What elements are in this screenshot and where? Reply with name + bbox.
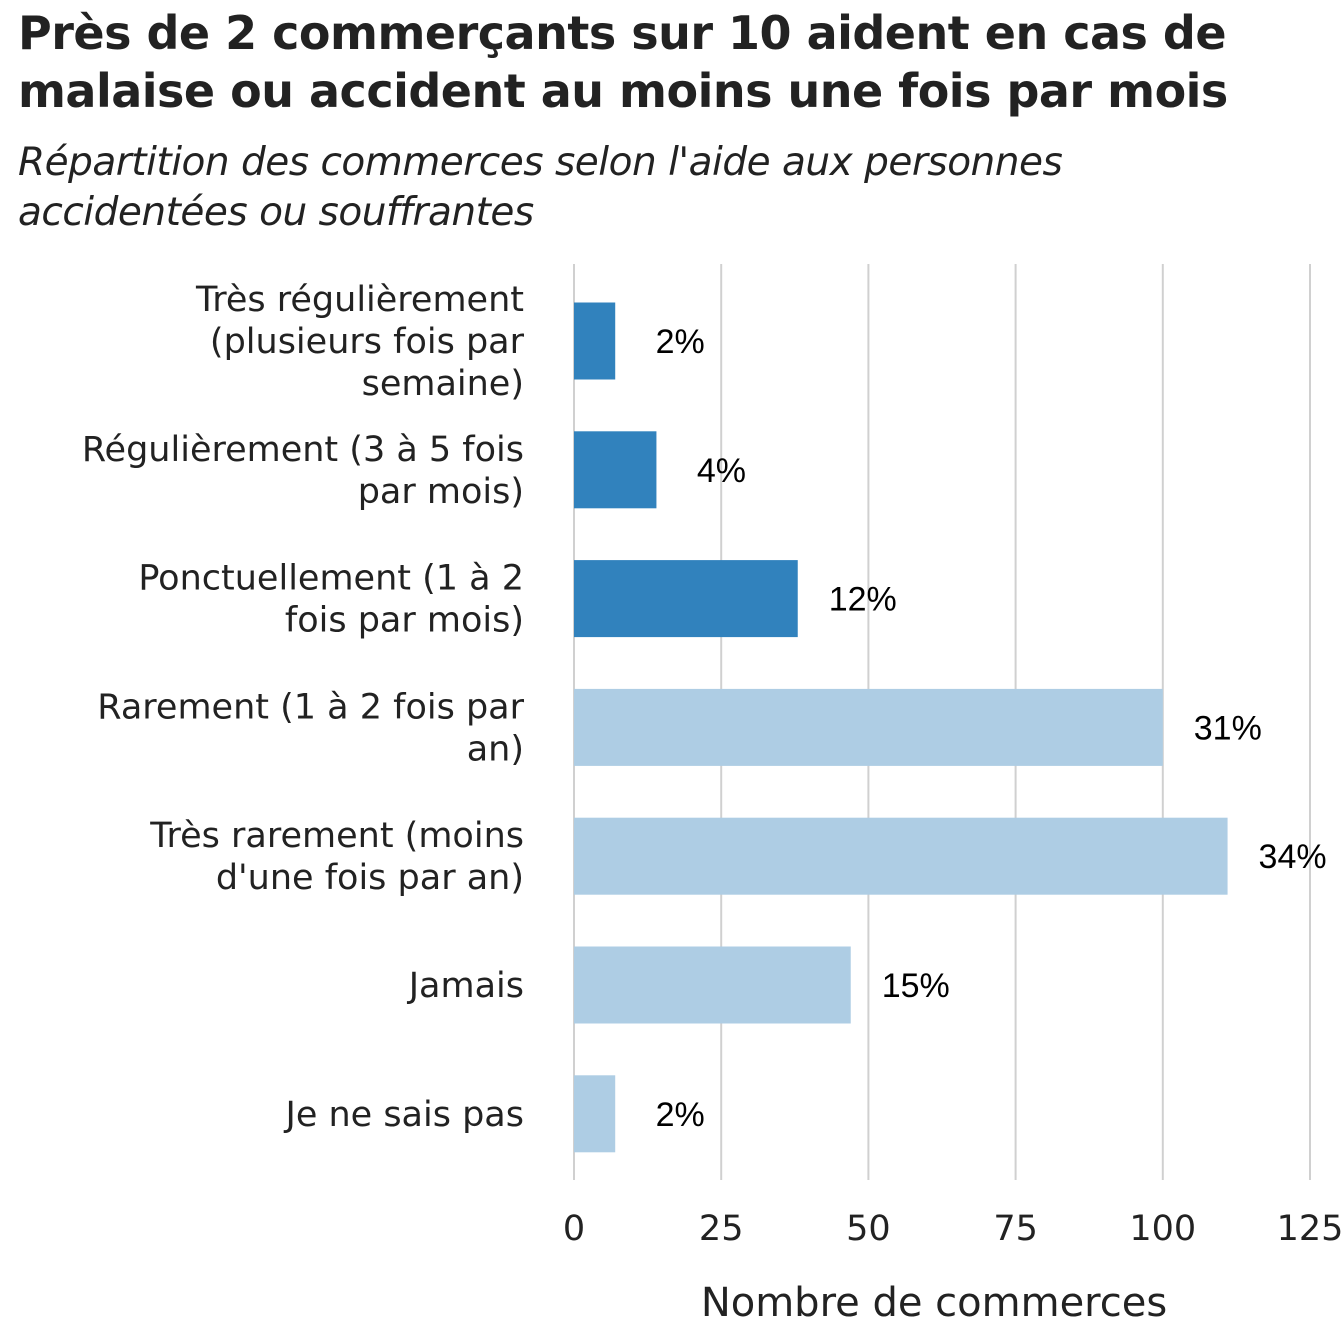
category-label: par mois) <box>358 472 524 512</box>
data-label: 12% <box>829 581 897 619</box>
data-label: 4% <box>697 452 746 490</box>
bar <box>574 817 1228 895</box>
data-label: 31% <box>1194 709 1262 747</box>
bar <box>574 946 851 1024</box>
bar <box>574 1075 616 1153</box>
data-label: 15% <box>882 967 950 1005</box>
x-tick-label: 50 <box>846 1209 891 1249</box>
category-label: Ponctuellement (1 à 2 <box>138 559 524 599</box>
bar <box>574 560 798 638</box>
x-tick-label: 0 <box>563 1209 585 1249</box>
category-label: an) <box>467 729 524 769</box>
bar <box>574 302 616 380</box>
bars: 2% 4% 12% 31% 34% 15% 2% <box>574 302 1327 1153</box>
bar <box>574 431 657 509</box>
category-labels: Très régulièrement(plusieurs fois parsem… <box>82 280 525 1135</box>
category-label: Très régulièrement <box>195 280 524 320</box>
category-label: fois par mois) <box>285 601 524 641</box>
data-label: 2% <box>656 323 705 361</box>
category-label: Très rarement (moins <box>149 816 524 856</box>
category-label: Régulièrement (3 à 5 fois <box>82 430 524 470</box>
bar <box>574 688 1163 766</box>
x-tick-label: 100 <box>1129 1209 1196 1249</box>
category-label: semaine) <box>362 364 524 404</box>
x-tick-label: 75 <box>993 1209 1038 1249</box>
category-label: Je ne sais pas <box>284 1095 525 1135</box>
category-label: d'une fois par an) <box>216 858 524 898</box>
x-tick-label: 25 <box>699 1209 744 1249</box>
category-label: (plusieurs fois par <box>210 322 525 362</box>
x-axis-title: Nombre de commerces <box>701 1280 1167 1326</box>
x-tick-labels: 0 25 50 75 100 125 <box>563 1209 1344 1249</box>
category-label: Rarement (1 à 2 fois par <box>97 687 524 727</box>
chart-title: Près de 2 commerçants sur 10 aident en c… <box>18 6 1228 118</box>
category-label: Jamais <box>407 966 524 1006</box>
data-label: 34% <box>1259 838 1327 876</box>
chart-subtitle: Répartition des commerces selon l'aide a… <box>18 140 1063 235</box>
x-tick-label: 125 <box>1277 1209 1344 1249</box>
data-label: 2% <box>656 1096 705 1134</box>
